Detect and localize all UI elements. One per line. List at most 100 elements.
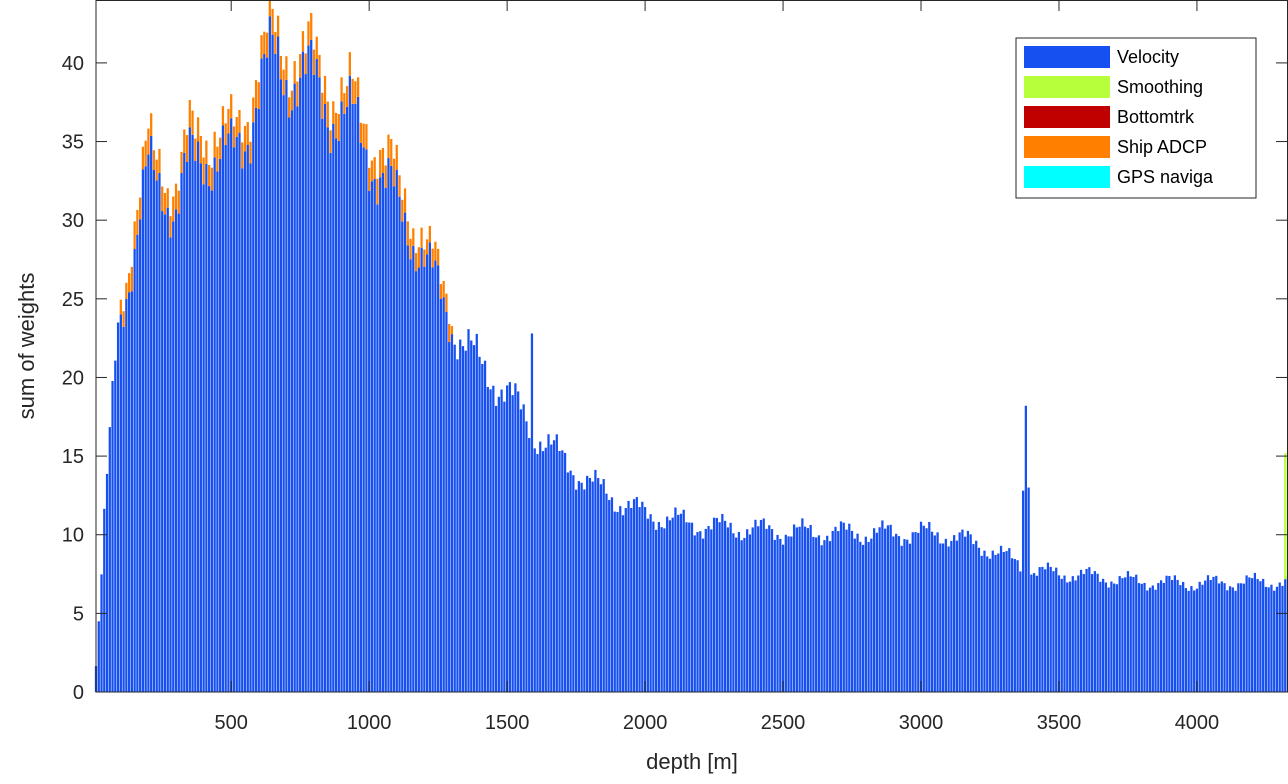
ship-adcp-bar — [252, 97, 255, 123]
velocity-bar — [746, 529, 749, 692]
velocity-bar — [1096, 573, 1099, 692]
velocity-bar — [1220, 581, 1223, 692]
velocity-bar — [641, 501, 644, 692]
ship-adcp-bar — [423, 249, 426, 267]
velocity-bar — [213, 157, 216, 693]
velocity-bar — [1223, 583, 1226, 692]
legend-swatch — [1024, 136, 1110, 158]
velocity-bar — [357, 96, 360, 692]
velocity-bar — [1256, 579, 1259, 692]
ship-adcp-bar — [188, 100, 191, 128]
velocity-bar — [1182, 581, 1185, 692]
velocity-bar — [757, 526, 760, 692]
velocity-bar — [953, 535, 956, 692]
velocity-bar — [677, 514, 680, 692]
velocity-bar — [723, 520, 727, 692]
velocity-bar — [1033, 573, 1036, 692]
ship-adcp-bar — [227, 108, 230, 134]
x-tick-label: 500 — [215, 712, 248, 734]
velocity-bar — [1195, 588, 1199, 692]
velocity-bar — [379, 177, 382, 692]
velocity-bar — [387, 158, 390, 692]
velocity-bar — [671, 517, 674, 692]
velocity-bar — [1206, 575, 1210, 692]
velocity-bar — [773, 539, 776, 692]
velocity-bar — [729, 522, 732, 692]
velocity-bar — [975, 540, 978, 692]
velocity-bar — [528, 438, 531, 692]
velocity-bar — [701, 538, 705, 692]
velocity-bar — [597, 478, 600, 692]
velocity-bar — [221, 125, 225, 692]
legend-label: Ship ADCP — [1117, 137, 1207, 157]
velocity-bar — [555, 434, 558, 692]
ship-adcp-bar — [351, 78, 354, 104]
ship-adcp-bar — [271, 8, 274, 35]
smoothing-bar — [1284, 453, 1287, 580]
ship-adcp-bar — [219, 137, 222, 159]
velocity-bar — [787, 536, 790, 692]
velocity-bar — [947, 546, 950, 692]
ship-adcp-bar — [334, 112, 338, 139]
velocity-bar — [1162, 582, 1165, 692]
velocity-bar — [1137, 583, 1141, 692]
velocity-bar — [933, 535, 936, 692]
velocity-bar — [459, 339, 462, 692]
velocity-bar — [1275, 586, 1279, 692]
legend-label: Bottomtrk — [1117, 107, 1195, 127]
ship-adcp-bar — [414, 253, 418, 272]
velocity-bar — [1146, 590, 1149, 692]
velocity-bar — [1129, 576, 1132, 692]
ship-adcp-bar — [224, 123, 227, 145]
velocity-bar — [312, 74, 316, 693]
velocity-bar — [994, 554, 997, 692]
velocity-bar — [881, 520, 884, 692]
velocity-bar — [274, 53, 277, 692]
velocity-bar — [599, 484, 603, 692]
velocity-bar — [632, 499, 636, 692]
velocity-bar — [147, 154, 150, 692]
velocity-bar — [1013, 559, 1016, 692]
velocity-bar — [1176, 579, 1179, 692]
ship-adcp-bar — [354, 81, 357, 104]
ship-adcp-bar — [290, 90, 294, 111]
velocity-bar — [903, 539, 906, 692]
x-tick-label: 1500 — [485, 712, 530, 734]
velocity-bar — [983, 550, 986, 692]
velocity-bar — [936, 532, 939, 692]
ship-adcp-bar — [285, 56, 288, 80]
velocity-bar — [127, 292, 131, 692]
velocity-bar — [1016, 560, 1019, 692]
velocity-bar — [666, 516, 669, 692]
velocity-bar — [1179, 585, 1182, 692]
velocity-bar — [536, 454, 539, 692]
velocity-bar — [1066, 582, 1069, 692]
velocity-bar — [1002, 551, 1005, 692]
ship-adcp-bar — [158, 148, 161, 173]
velocity-bar — [114, 360, 117, 692]
velocity-bar — [707, 526, 710, 692]
velocity-bar — [572, 475, 575, 692]
velocity-bar — [503, 401, 506, 692]
velocity-bar — [252, 122, 255, 692]
velocity-bar — [1253, 572, 1257, 692]
velocity-bar — [1077, 575, 1080, 692]
legend: Velocity Smoothing Bottomtrk Ship ADCP GPS n… — [1015, 37, 1257, 199]
ship-adcp-bar — [326, 101, 329, 128]
velocity-bar — [884, 528, 887, 692]
ship-adcp-bar — [337, 114, 340, 141]
velocity-bar — [370, 181, 374, 693]
velocity-bar — [1024, 405, 1027, 692]
velocity-bar — [765, 528, 768, 692]
velocity-bar — [1215, 575, 1218, 692]
velocity-bar — [1005, 551, 1008, 692]
ship-adcp-bar — [359, 122, 363, 143]
velocity-bar — [293, 83, 296, 693]
velocity-bar — [522, 404, 525, 692]
velocity-bar — [359, 142, 363, 693]
velocity-bar — [434, 260, 437, 692]
velocity-bar — [403, 212, 407, 692]
velocity-bar — [105, 473, 109, 692]
velocity-bar — [1198, 581, 1201, 692]
ship-adcp-bar — [205, 140, 208, 164]
